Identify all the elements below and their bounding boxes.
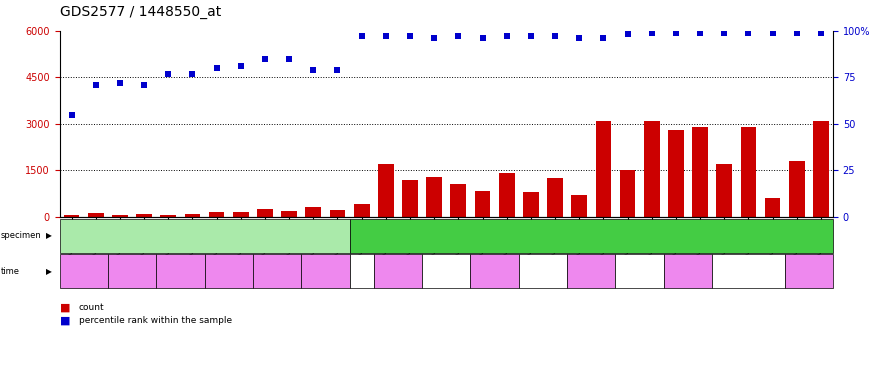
Bar <box>209 212 225 217</box>
Point <box>282 56 296 62</box>
Text: developing liver: developing liver <box>163 231 247 241</box>
Point <box>331 67 345 73</box>
Text: 2 h: 2 h <box>439 266 453 276</box>
Bar <box>426 177 442 217</box>
Text: ▶: ▶ <box>46 231 52 240</box>
Point <box>258 56 272 62</box>
Text: regenerating liver: regenerating liver <box>544 231 638 241</box>
Point <box>161 71 175 77</box>
Point <box>88 82 102 88</box>
Bar <box>474 190 490 217</box>
Text: percentile rank within the sample: percentile rank within the sample <box>79 316 232 325</box>
Point <box>548 33 562 40</box>
Text: 10.5 dpc: 10.5 dpc <box>66 266 102 276</box>
Text: ■: ■ <box>60 302 70 312</box>
Bar <box>692 127 708 217</box>
Text: ■: ■ <box>60 316 70 326</box>
Text: 12.5 dpc: 12.5 dpc <box>162 266 199 276</box>
Text: 12 h: 12 h <box>534 266 552 276</box>
Bar <box>620 170 635 217</box>
Point <box>718 30 732 36</box>
Bar <box>64 215 80 217</box>
Text: 11.5 dpc: 11.5 dpc <box>114 266 150 276</box>
Point <box>766 30 780 36</box>
Point <box>452 33 466 40</box>
Bar <box>378 164 394 217</box>
Point <box>500 33 514 40</box>
Point <box>137 82 151 88</box>
Text: ▶: ▶ <box>46 266 52 276</box>
Text: specimen: specimen <box>1 231 42 240</box>
Bar <box>571 195 587 217</box>
Text: 14.5 dpc: 14.5 dpc <box>259 266 295 276</box>
Bar <box>765 199 780 217</box>
Point <box>306 67 320 73</box>
Text: time: time <box>1 266 20 276</box>
Point <box>572 35 586 41</box>
Bar <box>88 213 103 217</box>
Text: 1 h: 1 h <box>391 266 404 276</box>
Point <box>403 33 417 40</box>
Point <box>186 71 200 77</box>
Bar <box>451 184 466 217</box>
Bar <box>330 210 346 217</box>
Bar <box>499 173 514 217</box>
Bar <box>354 204 369 217</box>
Bar <box>281 211 297 217</box>
Point <box>379 33 393 40</box>
Point <box>693 30 707 36</box>
Point <box>113 80 127 86</box>
Bar <box>547 178 563 217</box>
Bar <box>305 207 321 217</box>
Bar <box>523 192 539 217</box>
Bar <box>160 215 176 217</box>
Point <box>234 63 248 69</box>
Bar <box>233 212 248 217</box>
Point <box>65 111 79 118</box>
Point <box>814 30 828 36</box>
Bar <box>402 180 418 217</box>
Point <box>427 35 441 41</box>
Text: GDS2577 / 1448550_at: GDS2577 / 1448550_at <box>60 5 220 19</box>
Point <box>210 65 224 71</box>
Bar <box>644 121 660 217</box>
Text: count: count <box>79 303 104 312</box>
Bar <box>740 127 756 217</box>
Text: 18 h: 18 h <box>582 266 600 276</box>
Point <box>645 30 659 36</box>
Text: 24 h: 24 h <box>630 266 649 276</box>
Bar <box>717 164 732 217</box>
Bar <box>112 215 128 217</box>
Text: 48 h: 48 h <box>739 266 758 276</box>
Point <box>597 35 611 41</box>
Bar <box>789 161 805 217</box>
Point <box>620 31 634 38</box>
Bar <box>136 214 152 217</box>
Point <box>668 30 682 36</box>
Text: 0 h: 0 h <box>355 266 368 276</box>
Text: 6 h: 6 h <box>488 266 501 276</box>
Bar <box>596 121 612 217</box>
Bar <box>257 209 273 217</box>
Point <box>475 35 489 41</box>
Bar <box>668 130 683 217</box>
Point <box>354 33 368 40</box>
Text: 72 h: 72 h <box>800 266 818 276</box>
Point <box>790 30 804 36</box>
Text: 30 h: 30 h <box>679 266 697 276</box>
Bar <box>813 121 829 217</box>
Bar <box>185 215 200 217</box>
Text: 16.5 dpc: 16.5 dpc <box>307 266 344 276</box>
Point <box>741 30 755 36</box>
Point <box>524 33 538 40</box>
Text: 13.5 dpc: 13.5 dpc <box>211 266 247 276</box>
